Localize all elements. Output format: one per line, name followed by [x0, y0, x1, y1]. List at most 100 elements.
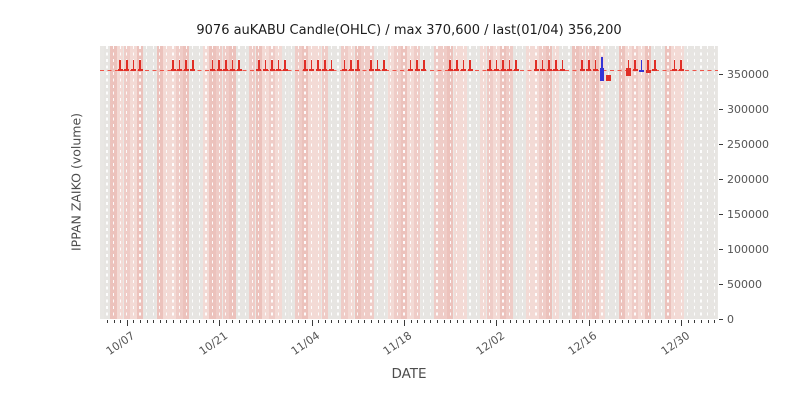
candle-wick [225, 60, 227, 71]
candle-wick [469, 60, 471, 71]
x-minor-tick [166, 320, 168, 324]
day-gridline [165, 46, 168, 319]
day-gridline [660, 46, 663, 319]
day-gridline [343, 46, 346, 319]
x-major-tick [404, 320, 405, 326]
x-minor-tick [179, 320, 181, 324]
day-gridline [304, 46, 306, 319]
x-minor-tick [641, 320, 643, 324]
day-gridline [495, 46, 498, 319]
candle-open-close-dash [256, 69, 262, 72]
x-minor-tick [252, 320, 254, 324]
x-minor-tick [608, 320, 610, 324]
day-gridline [337, 46, 339, 319]
x-minor-tick [146, 320, 148, 324]
x-minor-tick [318, 320, 320, 324]
candle-open-close-dash [487, 69, 493, 72]
y-tick-label: 150000 [727, 207, 769, 221]
x-minor-tick [443, 320, 445, 324]
day-gridline [409, 46, 412, 319]
x-minor-tick [430, 320, 432, 324]
candle-wick [535, 60, 537, 71]
day-gridline [277, 46, 280, 319]
x-minor-tick [555, 320, 557, 324]
candle-wick [264, 60, 267, 71]
candle-open-close-dash [368, 69, 374, 72]
x-minor-tick [562, 320, 564, 324]
day-gridline [574, 46, 577, 319]
day-gridline [284, 46, 286, 319]
candle-wick [515, 60, 517, 71]
candle-open-close-dash [553, 69, 559, 72]
day-gridline [673, 46, 676, 319]
day-gridline [706, 46, 709, 319]
x-minor-tick [661, 320, 663, 324]
x-major-tick [219, 320, 221, 326]
day-gridline [126, 46, 128, 319]
day-gridline [139, 46, 141, 319]
day-gridline [330, 46, 333, 319]
day-gridline [687, 46, 689, 319]
day-gridline [132, 46, 135, 319]
x-minor-tick [159, 320, 161, 324]
x-minor-tick [509, 320, 511, 324]
day-gridline [119, 46, 121, 319]
day-gridline [291, 46, 293, 319]
day-gridline [350, 46, 352, 319]
day-gridline [370, 46, 372, 319]
candle-wick [357, 60, 359, 71]
day-gridline [383, 46, 385, 319]
day-gridline [363, 46, 366, 319]
x-minor-tick [470, 320, 471, 324]
day-gridline [581, 46, 583, 319]
candle-wick [555, 60, 557, 71]
candle-wick [581, 60, 583, 71]
day-gridline [693, 46, 696, 319]
candle-open-close-dash [500, 69, 506, 72]
candle-open-close-dash [216, 69, 222, 72]
x-minor-tick [357, 320, 359, 324]
day-gridline [192, 46, 194, 319]
x-minor-tick [153, 320, 155, 324]
x-minor-tick [384, 320, 386, 324]
candle-open-close-dash [467, 69, 473, 72]
candle-wick [238, 60, 240, 71]
x-tick-label: 12/16 [565, 329, 600, 358]
candle-wick [172, 60, 174, 71]
candle-open-close-dash [348, 69, 354, 72]
candle-open-close-dash [315, 69, 321, 72]
day-gridline [423, 46, 425, 319]
day-gridline [601, 46, 603, 319]
candle-wick [211, 60, 214, 71]
x-minor-tick [192, 320, 194, 324]
candle-wick [218, 60, 220, 71]
candle-wick [495, 60, 498, 71]
candle-open-close-dash [421, 69, 427, 72]
candle-wick [673, 60, 676, 71]
day-gridline [264, 46, 267, 319]
day-gridline [561, 46, 564, 319]
candle-body [626, 67, 631, 77]
candle-wick [416, 60, 418, 71]
x-minor-tick [621, 320, 623, 324]
candle-wick [317, 60, 319, 71]
x-minor-tick [364, 320, 366, 324]
x-minor-tick [503, 320, 504, 324]
day-gridline [535, 46, 537, 319]
day-gridline [614, 46, 616, 319]
candle-wick [370, 60, 372, 71]
day-gridline [211, 46, 214, 319]
x-minor-tick [239, 320, 240, 324]
x-minor-tick [575, 320, 577, 324]
x-minor-tick [476, 320, 478, 324]
day-gridline [218, 46, 220, 319]
x-minor-tick [529, 320, 531, 324]
x-minor-tick [707, 320, 709, 324]
day-gridline [456, 46, 458, 319]
candle-wick [126, 60, 128, 71]
candle-wick [409, 60, 412, 71]
day-gridline [568, 46, 570, 319]
candle-open-close-dash [513, 69, 519, 72]
candle-open-close-dash [559, 69, 565, 72]
